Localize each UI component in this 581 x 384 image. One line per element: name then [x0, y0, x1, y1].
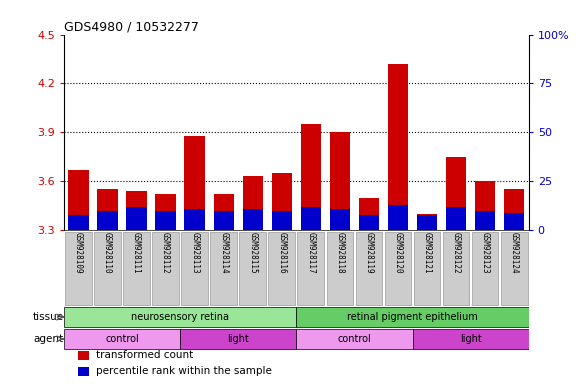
Text: GSM928118: GSM928118 [335, 232, 345, 273]
Text: agent: agent [33, 334, 63, 344]
Text: retinal pigment epithelium: retinal pigment epithelium [347, 312, 478, 322]
Text: light: light [460, 334, 482, 344]
Text: GSM928109: GSM928109 [74, 232, 83, 273]
FancyBboxPatch shape [297, 232, 324, 305]
FancyBboxPatch shape [152, 232, 179, 305]
Text: transformed count: transformed count [96, 350, 193, 360]
Bar [301, 207, 321, 230]
Text: GSM928123: GSM928123 [480, 232, 490, 273]
Bar [504, 213, 524, 230]
Text: GSM928117: GSM928117 [306, 232, 315, 273]
Bar [446, 157, 466, 230]
Text: GSM928122: GSM928122 [451, 232, 461, 273]
FancyBboxPatch shape [296, 329, 413, 349]
Text: GSM928115: GSM928115 [248, 232, 257, 273]
Bar [475, 210, 495, 230]
Bar [156, 210, 175, 230]
Bar [214, 194, 234, 230]
Bar [243, 176, 263, 230]
Bar [475, 181, 495, 230]
Bar [388, 64, 408, 230]
Bar [272, 173, 292, 230]
Text: GSM928114: GSM928114 [219, 232, 228, 273]
Text: GDS4980 / 10532277: GDS4980 / 10532277 [64, 20, 199, 33]
Text: GSM928121: GSM928121 [422, 232, 432, 273]
Text: GSM928111: GSM928111 [132, 232, 141, 273]
FancyBboxPatch shape [94, 232, 121, 305]
Bar [446, 207, 466, 230]
Bar [156, 194, 175, 230]
FancyBboxPatch shape [65, 232, 92, 305]
Text: GSM928110: GSM928110 [103, 232, 112, 273]
FancyBboxPatch shape [123, 232, 150, 305]
Bar [185, 209, 205, 230]
Text: GSM928120: GSM928120 [393, 232, 403, 273]
FancyBboxPatch shape [443, 232, 469, 305]
Bar [214, 210, 234, 230]
Text: GSM928119: GSM928119 [364, 232, 374, 273]
Text: neurosensory retina: neurosensory retina [131, 312, 229, 322]
Bar [98, 210, 117, 230]
FancyBboxPatch shape [181, 232, 208, 305]
Text: GSM928116: GSM928116 [277, 232, 286, 273]
Bar [330, 209, 350, 230]
Bar [185, 136, 205, 230]
FancyBboxPatch shape [296, 307, 529, 327]
FancyBboxPatch shape [180, 329, 296, 349]
Bar [417, 214, 437, 230]
Bar [417, 215, 437, 230]
Text: control: control [105, 334, 139, 344]
Bar [359, 215, 379, 230]
FancyBboxPatch shape [414, 232, 440, 305]
Bar [127, 207, 146, 230]
Bar [69, 170, 88, 230]
Bar [359, 198, 379, 230]
FancyBboxPatch shape [472, 232, 498, 305]
FancyBboxPatch shape [239, 232, 266, 305]
Text: GSM928113: GSM928113 [190, 232, 199, 273]
FancyBboxPatch shape [356, 232, 382, 305]
Bar [301, 124, 321, 230]
Text: GSM928124: GSM928124 [510, 232, 519, 273]
Bar [98, 189, 117, 230]
FancyBboxPatch shape [268, 232, 295, 305]
FancyBboxPatch shape [385, 232, 411, 305]
Text: light: light [227, 334, 249, 344]
Text: GSM928112: GSM928112 [161, 232, 170, 273]
Bar [330, 132, 350, 230]
Text: tissue: tissue [32, 312, 63, 322]
FancyBboxPatch shape [413, 329, 529, 349]
FancyBboxPatch shape [327, 232, 353, 305]
FancyBboxPatch shape [64, 329, 180, 349]
Bar [388, 205, 408, 230]
FancyBboxPatch shape [64, 307, 296, 327]
Bar [69, 215, 88, 230]
Bar [127, 191, 146, 230]
Bar [243, 209, 263, 230]
FancyBboxPatch shape [210, 232, 237, 305]
Bar [78, 351, 89, 360]
Bar [504, 189, 524, 230]
FancyBboxPatch shape [501, 232, 528, 305]
Text: control: control [338, 334, 371, 344]
Bar [272, 210, 292, 230]
Bar [78, 367, 89, 376]
Text: percentile rank within the sample: percentile rank within the sample [96, 366, 272, 376]
